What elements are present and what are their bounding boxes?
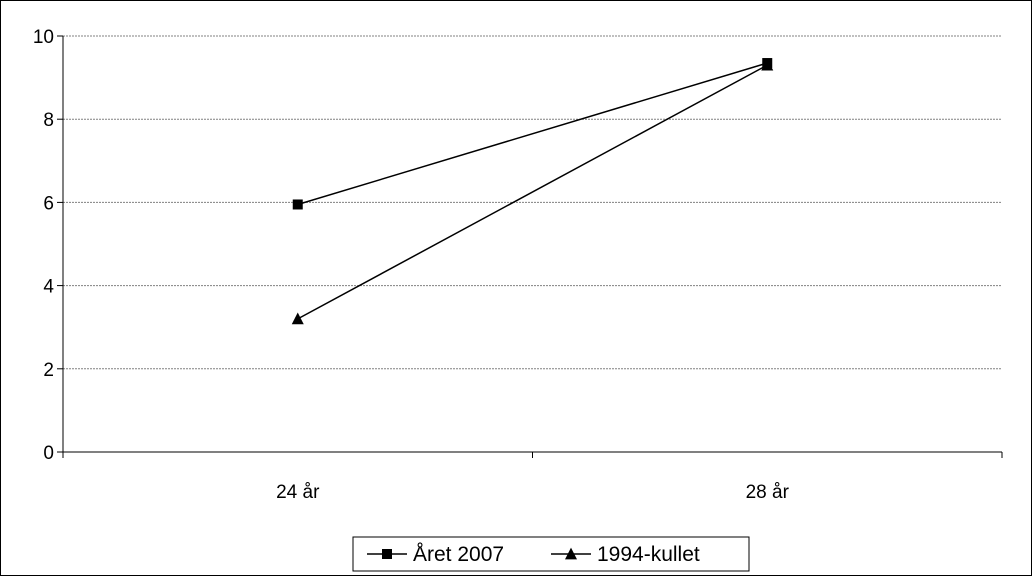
series-line xyxy=(297,62,768,206)
y-tick-label: 4 xyxy=(43,277,54,298)
y-tick-label: 8 xyxy=(43,110,54,131)
y-tick-label: 0 xyxy=(43,443,54,464)
data-point-square xyxy=(292,199,303,210)
x-tick-label: 28 år xyxy=(746,482,790,503)
series xyxy=(291,58,774,325)
legend-symbol-square xyxy=(367,549,407,559)
x-tick-labels: 24 år 28 år xyxy=(276,482,789,503)
legend-marker-triangle xyxy=(565,547,577,560)
legend-symbol-triangle xyxy=(551,547,591,560)
grid-lines xyxy=(63,35,1002,370)
x-tick-label: 24 år xyxy=(276,482,320,503)
axes xyxy=(57,35,1003,458)
y-tick-labels: 0 2 4 6 8 10 xyxy=(33,27,55,464)
y-tick-label: 2 xyxy=(43,360,54,381)
y-tick-label: 10 xyxy=(33,27,54,48)
legend-label: Året 2007 xyxy=(413,543,504,566)
data-point-triangle xyxy=(291,312,304,325)
series-triangle xyxy=(291,58,774,325)
y-tick-label: 6 xyxy=(43,193,54,214)
data-point-triangle xyxy=(761,58,774,71)
legend-marker-square xyxy=(382,549,392,559)
legend: Året 2007 1994-kullet xyxy=(352,536,750,572)
series-square xyxy=(292,58,773,210)
legend-label: 1994-kullet xyxy=(597,543,700,566)
series-line xyxy=(297,64,768,320)
